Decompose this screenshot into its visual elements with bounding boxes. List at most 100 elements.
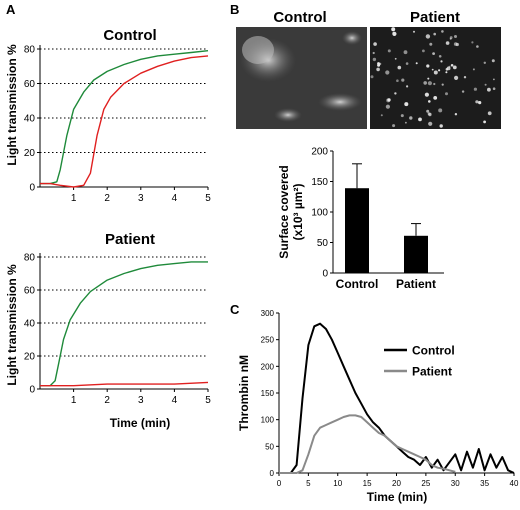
series-line	[40, 50, 209, 185]
platelet-dot	[461, 90, 465, 93]
platelet-dot	[394, 92, 397, 95]
platelet-dot	[433, 32, 437, 36]
platelet-dot	[392, 31, 395, 34]
series-line	[40, 55, 209, 188]
x-tick-label: 3	[138, 193, 144, 204]
platelet-dot	[423, 81, 428, 85]
platelet-dot	[377, 62, 380, 65]
micrograph-label-control: Control	[273, 9, 326, 26]
platelet-dot	[394, 57, 397, 60]
platelet-aggregate-clusters	[240, 31, 362, 122]
surface-coverage-bar-chart: Surface covered (x10³ µm²) 0 50 100 150 200 C…	[277, 147, 444, 291]
y-tick-label: 0	[29, 385, 35, 396]
platelet-dot	[392, 124, 396, 128]
y-tick-label: 250	[261, 336, 275, 345]
platelet-dot	[380, 114, 383, 117]
platelet-dot	[397, 65, 402, 70]
platelet-dot	[433, 96, 438, 100]
platelet-dot	[370, 75, 374, 79]
platelet-dot	[372, 57, 377, 62]
platelet-dot	[405, 62, 409, 65]
platelet-dot	[387, 98, 391, 102]
platelet-dot	[433, 70, 438, 75]
platelet-dot	[428, 121, 433, 126]
platelet-dot	[373, 42, 377, 46]
platelet-dot	[428, 100, 431, 103]
platelet-dot	[400, 114, 404, 118]
platelet-dot	[403, 50, 408, 55]
platelet-dot	[406, 85, 409, 88]
thrombin-generation-chart: Thrombin nM Time (min) 05010015020025030…	[237, 309, 519, 504]
x-tick-label: 2	[104, 395, 110, 406]
platelet-dot	[426, 109, 430, 113]
platelet-dot	[487, 87, 491, 92]
platelet-dot	[478, 101, 482, 105]
platelet-dot	[483, 61, 486, 64]
platelet-dot	[484, 83, 487, 86]
platelet-dot	[441, 30, 444, 33]
adherent-platelets	[370, 27, 496, 128]
platelet-dot	[454, 113, 458, 116]
x-tick-label: 1	[71, 395, 77, 406]
y-tick-label: 60	[24, 79, 36, 90]
x-tick-label: 35	[480, 479, 489, 488]
x-tick-label: 30	[451, 479, 460, 488]
x-tick-label: 20	[392, 479, 401, 488]
legend-label: Patient	[412, 365, 452, 379]
platelet-dot	[452, 65, 457, 70]
platelet-dot	[438, 69, 441, 72]
platelet-dot	[385, 70, 390, 75]
category-label: Control	[336, 277, 379, 291]
platelet-dot	[448, 65, 451, 68]
platelet-dot	[450, 64, 454, 67]
x-tick-label: 4	[172, 395, 178, 406]
y-tick-label: 20	[24, 148, 36, 159]
platelet-dot	[438, 55, 442, 58]
platelet-dot	[404, 102, 409, 107]
platelet-dot	[427, 112, 431, 116]
x-tick-label: 5	[306, 479, 311, 488]
series-line-patient	[279, 414, 456, 474]
platelet-dot	[476, 45, 479, 48]
x-axis-label: Time (min)	[367, 490, 427, 504]
y-tick-label: 50	[317, 238, 329, 249]
y-tick-label: 40	[24, 114, 36, 125]
platelet-dot	[427, 81, 432, 86]
legend-label: Control	[412, 344, 455, 358]
y-tick-label: 150	[311, 177, 328, 188]
platelet-dot	[427, 77, 430, 80]
platelet-dot	[376, 67, 380, 72]
platelet-dot	[401, 78, 405, 82]
y-tick-label: 0	[270, 469, 275, 478]
platelet-dot	[431, 68, 434, 71]
platelet-dot	[487, 111, 492, 116]
platelet-dot	[426, 64, 430, 68]
panel-letter-b: B	[230, 2, 239, 17]
y-tick-label: 0	[29, 183, 35, 194]
platelet-dot	[445, 92, 448, 96]
x-tick-label: 10	[333, 479, 342, 488]
y-tick-label: 150	[261, 389, 275, 398]
micrograph-control-panel: Control	[236, 9, 367, 129]
y-tick-label: 40	[24, 319, 36, 330]
platelet-dot	[391, 27, 396, 32]
platelet-dot	[439, 124, 443, 128]
y-tick-label: 60	[24, 286, 36, 297]
platelet-dot	[415, 62, 418, 65]
y-tick-label: 0	[322, 269, 328, 280]
platelet-dot	[425, 34, 431, 39]
x-tick-label: 1	[71, 193, 77, 204]
platelet-dot	[445, 41, 450, 45]
x-tick-label: 5	[205, 395, 211, 406]
x-tick-label: 2	[104, 193, 110, 204]
platelet-dot	[438, 108, 443, 113]
platelet-dot	[475, 100, 479, 104]
y-tick-label: 200	[311, 147, 328, 158]
platelet-dot	[453, 42, 458, 46]
platelet-dot	[454, 75, 459, 80]
bar-control	[345, 188, 369, 273]
x-tick-label: 3	[138, 395, 144, 406]
platelet-dot	[372, 51, 375, 55]
y-axis-label-line2: (x10³ µm²)	[291, 184, 305, 241]
platelet-dot	[433, 82, 436, 86]
